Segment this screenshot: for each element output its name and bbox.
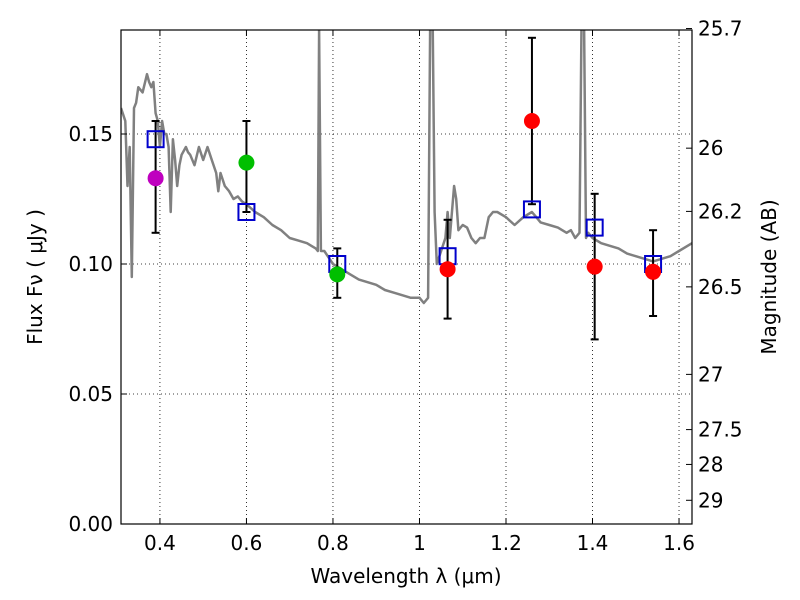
right-tick-label: 26.5 (698, 275, 743, 299)
y-tick-label: 0.10 (68, 252, 113, 276)
x-tick-label: 0.6 (231, 531, 263, 555)
plot-frame (120, 29, 693, 525)
x-tick-label: 1.6 (663, 531, 695, 555)
x-tick-label: 0.4 (144, 531, 176, 555)
y-tick-label: 0.00 (68, 512, 113, 536)
right-tick-label: 25.7 (698, 17, 743, 41)
x-axis-title: Wavelength λ (μm) (310, 564, 501, 588)
observed-flux-point (238, 154, 255, 171)
grid-lines (121, 30, 692, 524)
model-photometry-square (237, 203, 256, 221)
y-tick-label: 0.15 (68, 122, 113, 146)
x-tick-label: 0.8 (317, 531, 349, 555)
right-tick-label: 28 (698, 452, 723, 476)
x-tick-label: 1.2 (490, 531, 522, 555)
model-photometry-square (146, 130, 165, 149)
x-tick-label: 1.4 (577, 531, 609, 555)
data-markers (146, 113, 663, 283)
observed-flux-point (523, 113, 540, 129)
model-photometry-square (585, 218, 604, 237)
observed-flux-point (439, 261, 456, 278)
y-right-axis-title: Magnitude (AB) (757, 199, 781, 354)
observed-flux-point (329, 266, 346, 283)
y-tick-label: 0.05 (68, 382, 113, 406)
observed-flux-point (147, 170, 164, 187)
axes: 0.4 0.6 0.8 1 1.2 1.4 1.6 0.00 0.05 0.10 0.15 25.7 2… (68, 17, 742, 555)
right-tick-label: 29 (698, 488, 723, 512)
observed-flux-point (586, 258, 603, 275)
model-photometry-square (522, 200, 541, 219)
y-axis-title: Flux Fν ( μJy ) (23, 209, 47, 345)
right-tick-label: 27.5 (698, 418, 743, 442)
right-tick-label: 27 (698, 362, 723, 386)
plot-area (121, 30, 692, 305)
right-tick-label: 26 (698, 136, 723, 160)
model-spectrum-line (121, 30, 692, 305)
observed-flux-point (645, 263, 662, 280)
x-tick-label: 1 (413, 531, 426, 555)
right-tick-label: 26.2 (698, 199, 743, 223)
